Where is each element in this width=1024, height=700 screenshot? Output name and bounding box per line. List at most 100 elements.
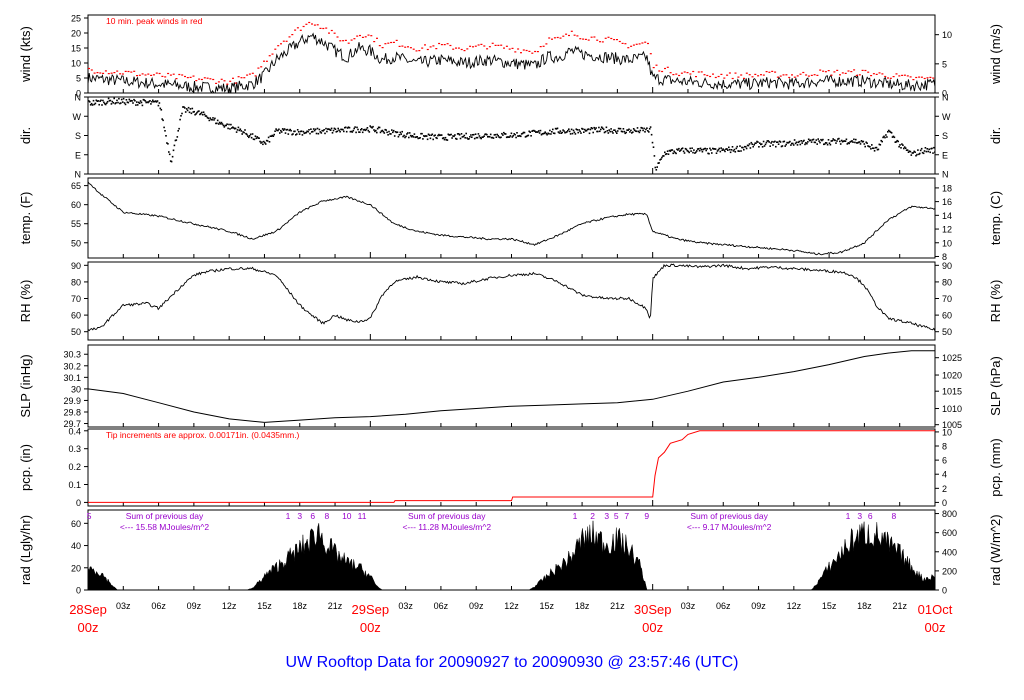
x-tick-label: 18z bbox=[292, 601, 307, 611]
direction-dot bbox=[283, 128, 286, 130]
direction-dot bbox=[728, 146, 730, 149]
direction-dot bbox=[470, 134, 472, 136]
daily-sum-label: Sum of previous day bbox=[408, 511, 486, 521]
direction-dot bbox=[177, 130, 179, 132]
direction-dot bbox=[761, 146, 764, 148]
direction-dot bbox=[393, 135, 396, 137]
rh-right-axis-label: RH (%) bbox=[988, 280, 1003, 323]
direction-dot bbox=[529, 131, 531, 133]
direction-dot bbox=[928, 148, 930, 151]
10-min-peak-winds-point bbox=[409, 47, 412, 49]
direction-dot bbox=[284, 132, 287, 134]
direction-dot bbox=[135, 104, 137, 106]
direction-dot bbox=[306, 130, 308, 133]
10-min-peak-winds-point bbox=[915, 76, 918, 79]
direction-dot bbox=[508, 136, 511, 138]
direction-dot bbox=[496, 133, 498, 136]
direction-dot bbox=[690, 150, 692, 152]
direction-dot bbox=[660, 158, 662, 160]
slp-left-tick-label: 29.8 bbox=[63, 407, 81, 417]
direction-dot bbox=[163, 126, 165, 129]
direction-dot bbox=[168, 153, 171, 156]
10-min-peak-winds-point bbox=[350, 39, 353, 41]
10-min-peak-winds-point bbox=[206, 77, 209, 79]
10-min-peak-winds-point bbox=[169, 74, 172, 76]
direction-dot bbox=[872, 147, 875, 150]
direction-dot bbox=[797, 141, 800, 144]
temp-left-tick-label: 60 bbox=[71, 200, 81, 210]
10-min-peak-winds-point bbox=[771, 70, 774, 72]
10-min-peak-winds-point bbox=[88, 67, 90, 70]
direction-dot bbox=[264, 143, 267, 145]
x-tick-label: 09z bbox=[187, 601, 202, 611]
10-min-peak-winds-point bbox=[195, 80, 198, 82]
direction-dot bbox=[913, 150, 915, 153]
x-tick-label: 21z bbox=[892, 601, 907, 611]
dir-right-axis-label: dir. bbox=[988, 127, 1003, 144]
rad-right-tick-label: 0 bbox=[942, 586, 947, 596]
day-label-time: 00z bbox=[78, 620, 99, 635]
direction-dot bbox=[667, 153, 670, 155]
direction-dot bbox=[130, 99, 132, 102]
direction-dot bbox=[418, 137, 420, 139]
direction-dot bbox=[574, 133, 577, 135]
direction-dot bbox=[922, 152, 925, 155]
10-min-peak-winds-point bbox=[692, 70, 695, 73]
direction-dot bbox=[318, 128, 321, 131]
10-min-peak-winds-point bbox=[505, 45, 508, 47]
direction-dot bbox=[242, 131, 244, 133]
direction-dot bbox=[170, 160, 173, 163]
direction-dot bbox=[843, 140, 846, 142]
direction-dot bbox=[180, 115, 182, 117]
10-min-peak-winds-point bbox=[706, 74, 709, 77]
direction-dot bbox=[853, 138, 855, 141]
direction-dot bbox=[760, 143, 763, 145]
temp-right-tick-label: 18 bbox=[942, 183, 952, 193]
10-min-peak-winds-point bbox=[376, 37, 378, 39]
rad-hour-mark: 6 bbox=[310, 511, 315, 521]
direction-dot bbox=[870, 148, 872, 150]
direction-dot bbox=[743, 148, 745, 151]
direction-dot bbox=[890, 132, 893, 134]
direction-dot bbox=[96, 100, 99, 102]
pcp-right-tick-label: 4 bbox=[942, 470, 947, 480]
10-min-peak-winds-point bbox=[870, 75, 873, 77]
direction-dot bbox=[771, 140, 773, 143]
10-min-peak-winds-point bbox=[455, 47, 457, 49]
direction-dot bbox=[361, 131, 364, 134]
direction-dot bbox=[729, 151, 732, 154]
direction-dot bbox=[397, 135, 400, 138]
dir-left-axis-label: dir. bbox=[18, 127, 33, 144]
direction-dot bbox=[877, 148, 880, 151]
10-min-peak-winds-point bbox=[392, 41, 395, 43]
10-min-peak-winds-point bbox=[632, 44, 635, 46]
10-min-peak-winds-point bbox=[644, 41, 647, 43]
direction-dot bbox=[387, 134, 389, 136]
direction-dot bbox=[417, 137, 419, 140]
direction-dot bbox=[439, 134, 441, 137]
direction-dot bbox=[449, 134, 451, 136]
direction-dot bbox=[433, 135, 435, 137]
direction-dot bbox=[425, 135, 428, 137]
day-label-time: 00z bbox=[642, 620, 663, 635]
direction-dot bbox=[235, 131, 238, 133]
10-min-peak-winds-point bbox=[104, 70, 107, 72]
direction-dot bbox=[663, 155, 665, 157]
10-min-peak-winds-point bbox=[367, 34, 370, 36]
direction-dot bbox=[712, 147, 714, 150]
direction-dot bbox=[187, 106, 190, 109]
direction-dot bbox=[93, 103, 96, 106]
direction-dot bbox=[800, 140, 802, 142]
direction-dot bbox=[545, 132, 547, 135]
direction-dot bbox=[126, 101, 129, 103]
direction-dot bbox=[394, 131, 397, 133]
temp-right-tick-label: 16 bbox=[942, 197, 952, 207]
10-min-peak-winds-point bbox=[342, 40, 345, 42]
10-min-peak-winds-point bbox=[539, 46, 542, 48]
10-min-peak-winds-point bbox=[203, 77, 206, 79]
pcp-series bbox=[88, 430, 935, 503]
direction-dot bbox=[251, 133, 254, 135]
direction-dot bbox=[555, 128, 558, 130]
direction-dot bbox=[298, 133, 301, 135]
relative-humidity-line bbox=[88, 263, 935, 332]
